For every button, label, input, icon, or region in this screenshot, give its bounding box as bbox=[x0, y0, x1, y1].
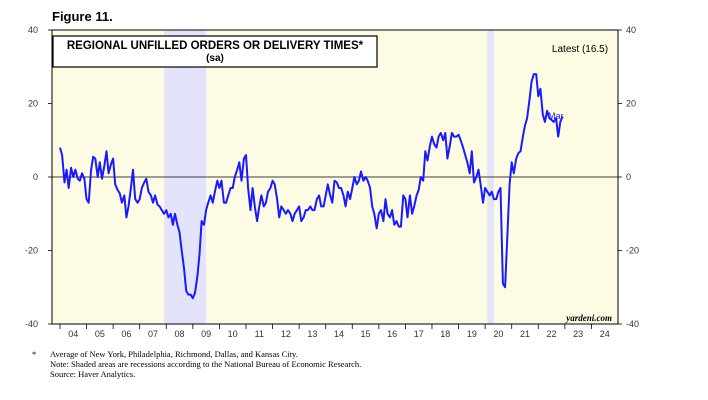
figure-label: Figure 11. bbox=[52, 9, 113, 24]
x-tick-label: 12 bbox=[281, 329, 291, 339]
title-box: REGIONAL UNFILLED ORDERS OR DELIVERY TIM… bbox=[52, 35, 378, 68]
x-tick-label: 05 bbox=[95, 329, 105, 339]
y-tick-label-right: -20 bbox=[626, 246, 639, 256]
right-y-axis: 40 20 0 -20 -40 bbox=[618, 25, 639, 329]
footnote-asterisk: * bbox=[32, 349, 37, 359]
x-tick-label: 21 bbox=[520, 329, 530, 339]
x-tick-label: 04 bbox=[68, 329, 78, 339]
series-layer bbox=[59, 73, 564, 300]
y-tick-label-left: 20 bbox=[28, 99, 38, 109]
x-tick-label: 13 bbox=[307, 329, 317, 339]
footnote-definition-text: Average of New York, Philadelphia, Richm… bbox=[50, 349, 298, 359]
footnote-note: Note: Shaded areas are recessions accord… bbox=[32, 359, 361, 369]
x-tick-label: 06 bbox=[121, 329, 131, 339]
x-tick-label: 08 bbox=[175, 329, 185, 339]
x-tick-label: 09 bbox=[201, 329, 211, 339]
y-tick-label-right: 0 bbox=[626, 172, 631, 182]
latest-value-label: Latest (16.5) bbox=[552, 44, 608, 55]
x-tick-label: 16 bbox=[387, 329, 397, 339]
x-tick-label: 18 bbox=[440, 329, 450, 339]
y-tick-label-right: 20 bbox=[626, 99, 636, 109]
y-tick-label-right: -40 bbox=[626, 319, 639, 329]
x-tick-label: 20 bbox=[493, 329, 503, 339]
x-tick-label: 07 bbox=[148, 329, 158, 339]
chart-subtitle: (sa) bbox=[206, 53, 224, 64]
y-tick-label-left: 0 bbox=[33, 172, 38, 182]
chart-title: REGIONAL UNFILLED ORDERS OR DELIVERY TIM… bbox=[67, 40, 364, 52]
footnote-source-text: Source: Haver Analytics. bbox=[50, 369, 136, 379]
x-tick-label: 22 bbox=[547, 329, 557, 339]
title-box-border bbox=[52, 35, 378, 68]
y-tick-label-left: 40 bbox=[28, 25, 38, 35]
x-tick-label: 11 bbox=[255, 329, 264, 339]
x-tick-label: 14 bbox=[334, 329, 344, 339]
x-tick-label: 15 bbox=[361, 329, 371, 339]
end-point-label: Mar bbox=[548, 111, 564, 121]
left-y-axis: 40 20 0 -20 -40 bbox=[25, 25, 52, 329]
source-watermark: yardeni.com bbox=[565, 313, 612, 323]
x-axis: 04 05 06 07 08 09 10 11 12 13 14 15 16 17 18 19 20 21 22 23… bbox=[59, 324, 610, 339]
footnote-definition: * Average of New York, Philadelphia, Rich… bbox=[32, 349, 361, 359]
footnote-source: Source: Haver Analytics. bbox=[32, 369, 361, 379]
x-tick-label: 10 bbox=[228, 329, 238, 339]
x-tick-label: 19 bbox=[467, 329, 477, 339]
y-tick-label-left: -40 bbox=[25, 319, 38, 329]
x-tick-label: 24 bbox=[600, 329, 610, 339]
y-tick-label-right: 40 bbox=[626, 25, 636, 35]
footnote-note-text: Note: Shaded areas are recessions accord… bbox=[50, 359, 362, 369]
x-tick-label: 23 bbox=[573, 329, 583, 339]
footnotes: * Average of New York, Philadelphia, Rich… bbox=[32, 349, 361, 379]
series-line bbox=[59, 73, 564, 300]
x-tick-label: 17 bbox=[414, 329, 424, 339]
y-tick-label-left: -20 bbox=[25, 246, 38, 256]
